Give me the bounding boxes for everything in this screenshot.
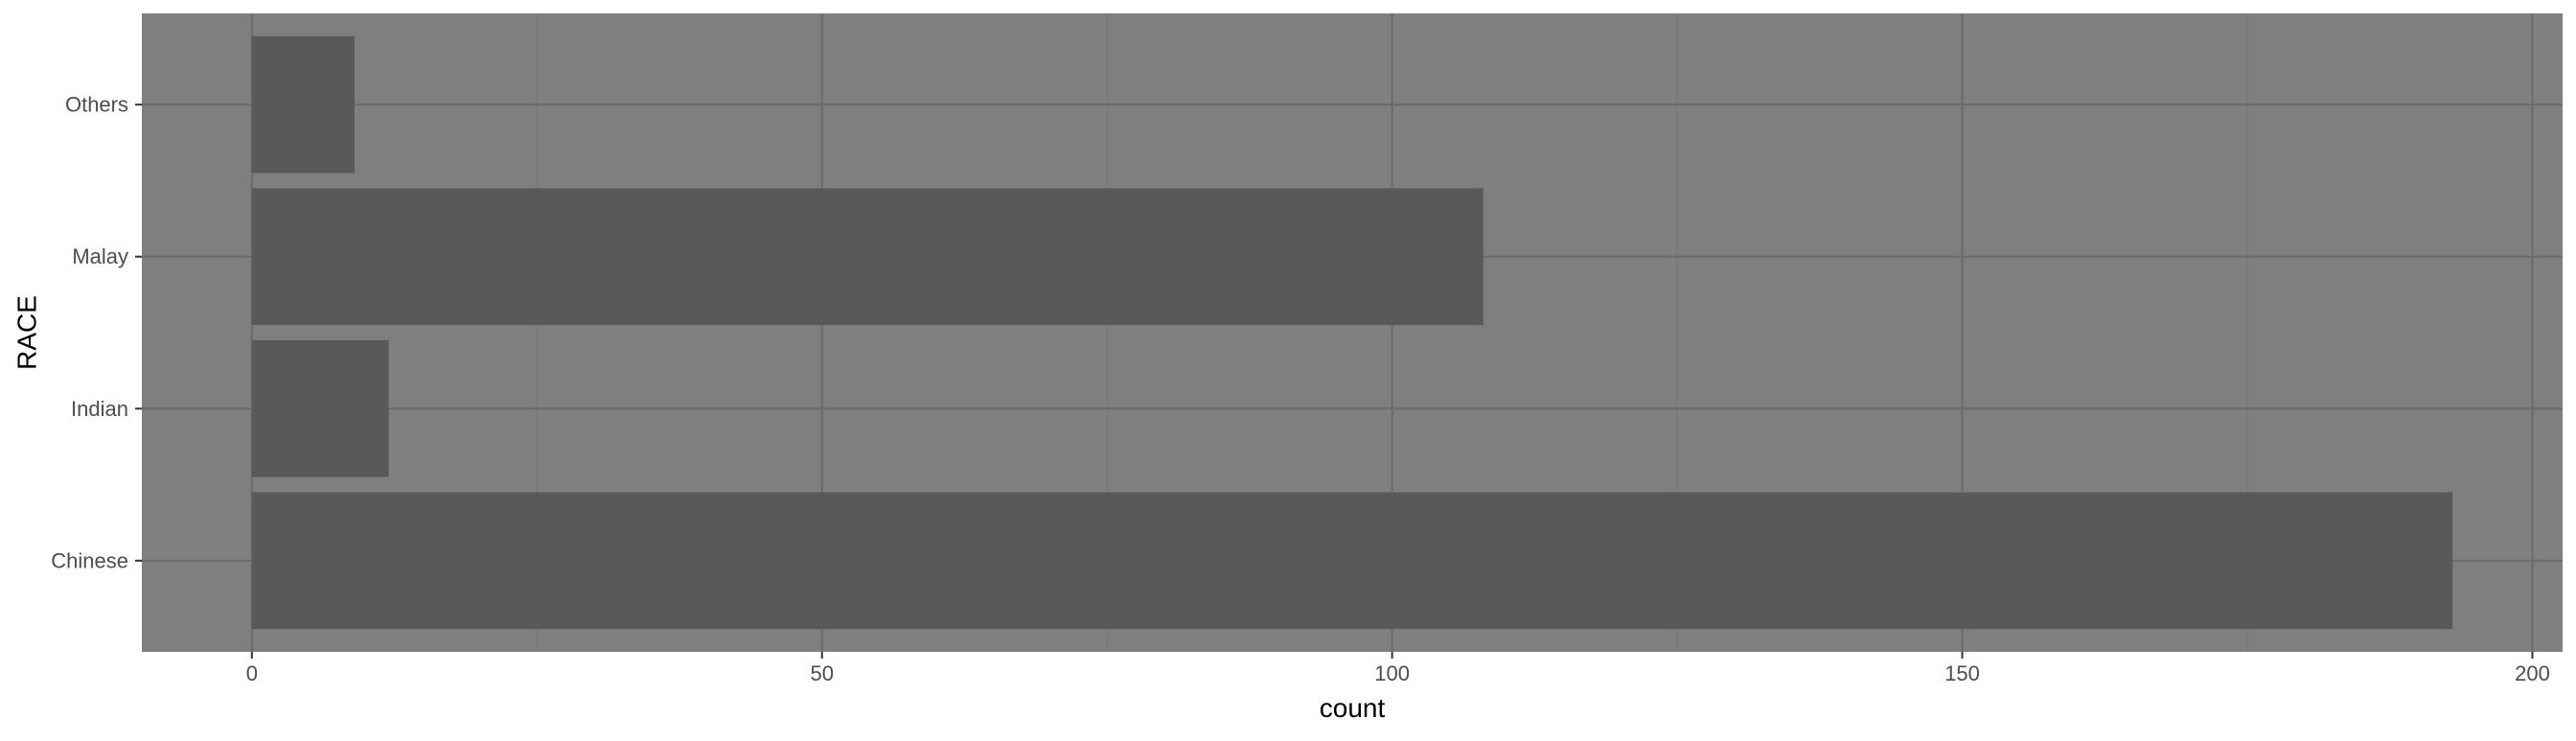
y-axis: Chinese Indian Malay Others bbox=[51, 93, 142, 572]
y-tick-label: Chinese bbox=[51, 548, 128, 572]
x-tick-label: 100 bbox=[1374, 661, 1410, 685]
x-tick-label: 150 bbox=[1944, 661, 1980, 685]
bars bbox=[251, 35, 2453, 630]
bar-chinese bbox=[251, 492, 2453, 630]
bar-malay bbox=[251, 188, 1484, 326]
y-tick-label: Indian bbox=[71, 397, 128, 421]
x-axis: 0 50 100 150 200 bbox=[246, 652, 2550, 685]
x-tick-label: 50 bbox=[810, 661, 833, 685]
x-tick-label: 0 bbox=[246, 661, 258, 685]
y-axis-title: RACE bbox=[12, 295, 42, 370]
bar-indian bbox=[251, 339, 389, 477]
x-tick-label: 200 bbox=[2515, 661, 2550, 685]
y-tick-label: Malay bbox=[72, 244, 128, 268]
y-tick-label: Others bbox=[65, 93, 128, 117]
x-axis-title: count bbox=[1320, 693, 1386, 723]
bar-others bbox=[251, 35, 355, 174]
